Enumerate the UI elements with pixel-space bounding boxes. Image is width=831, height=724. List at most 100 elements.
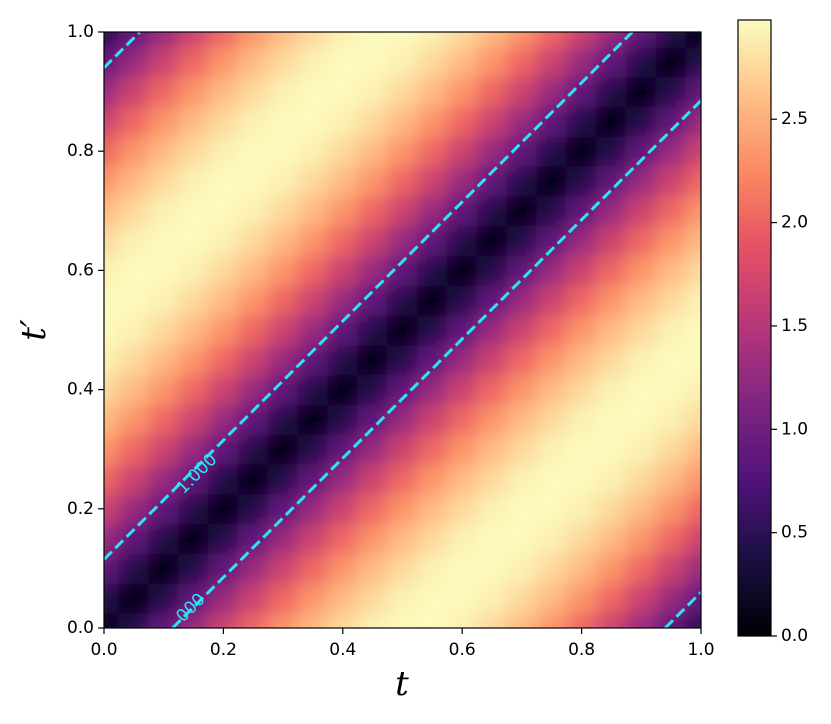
heatmap-cell [506,284,538,316]
heatmap-cell [685,553,701,584]
heatmap-cell [476,553,508,584]
heatmap-cell [536,344,568,376]
heatmap-cell [536,32,568,48]
heatmap-cell [237,76,269,107]
heatmap-cell [297,284,329,316]
heatmap-cell [596,493,627,525]
heatmap-cell [685,135,701,167]
heatmap-cell [148,76,180,107]
contour-line [171,99,701,628]
heatmap-cell [536,433,568,465]
heatmap-cell [685,195,701,227]
heatmap-cell [625,523,657,554]
heatmap-cell [387,106,418,137]
heatmap-cell [685,404,701,435]
heatmap-cell [237,165,269,197]
heatmap-cell [685,493,701,525]
heatmap-cell [148,344,180,376]
heatmap-cell [178,76,209,107]
heatmap-cell [118,404,150,435]
heatmap-cell [416,314,448,346]
heatmap-cell [237,612,269,628]
heatmap-cell [536,582,568,614]
heatmap-cell [148,612,180,628]
heatmap-cell [178,106,209,137]
heatmap-cell [148,32,180,48]
heatmap-cell [357,553,389,584]
heatmap-cell [178,553,209,584]
heatmap-cell [178,225,209,256]
heatmap-cell [416,46,448,78]
heatmap-cell [446,284,478,316]
heatmap-cell [104,106,120,137]
heatmap-cell [104,553,120,584]
heatmap-cell [625,463,657,495]
heatmap-cell [536,374,568,405]
heatmap-cell [327,582,359,614]
heatmap-cell [327,225,359,256]
heatmap-cell [506,32,538,48]
heatmap-cell [536,135,568,167]
heatmap-cell [476,255,508,286]
heatmap-cell [104,314,120,346]
heatmap-cell [416,463,448,495]
heatmap-cell [118,76,150,107]
heatmap-cell [446,135,478,167]
heatmap-cell [506,225,538,256]
heatmap-cell [118,46,150,78]
heatmap-cell [416,76,448,107]
heatmap-cell [655,225,687,256]
heatmap-cell [476,195,508,227]
heatmap-cell [327,195,359,227]
heatmap-cell [685,46,701,78]
heatmap-cell [207,106,239,137]
heatmap-cell [476,523,508,554]
heatmap-cell [297,106,329,137]
heatmap-cell [416,404,448,435]
heatmap-cell [104,433,120,465]
heatmap-cell [387,523,418,554]
heatmap-cell [178,46,209,78]
colorbar [737,19,772,637]
heatmap-cell [476,106,508,137]
heatmap-cell [267,553,299,584]
heatmap-cell [237,255,269,286]
heatmap-cell [506,463,538,495]
heatmap-cell [416,255,448,286]
heatmap-cell [267,582,299,614]
heatmap-cell [104,255,120,286]
heatmap-cell [387,582,418,614]
heatmap-cell [118,165,150,197]
heatmap-cell [596,314,627,346]
heatmap-cell [655,195,687,227]
heatmap-cell [178,582,209,614]
heatmap-cell [104,32,120,48]
heatmap-cell [178,374,209,405]
heatmap-cell [297,195,329,227]
heatmap-cell [625,493,657,525]
heatmap-cell [685,374,701,405]
heatmap-cell [536,314,568,346]
heatmap-cell [178,433,209,465]
heatmap-cell [596,612,627,628]
heatmap-cell [387,195,418,227]
colorbar-tick-label: 2.5 [781,109,808,129]
heatmap-cell [446,374,478,405]
heatmap-cell [178,523,209,554]
heatmap-cell [596,582,627,614]
contour-line [664,591,701,628]
heatmap-cell [148,225,180,256]
heatmap-cell [267,433,299,465]
heatmap-cell [416,582,448,614]
heatmap-cell [685,523,701,554]
heatmap-cell [207,463,239,495]
heatmap-cell [237,225,269,256]
heatmap-cell [416,523,448,554]
heatmap-cell [118,106,150,137]
heatmap-cell [327,106,359,137]
x-tick-label: 0.2 [210,640,237,660]
heatmap-cell [446,612,478,628]
heatmap-cell [327,344,359,376]
heatmap-cell [655,493,687,525]
